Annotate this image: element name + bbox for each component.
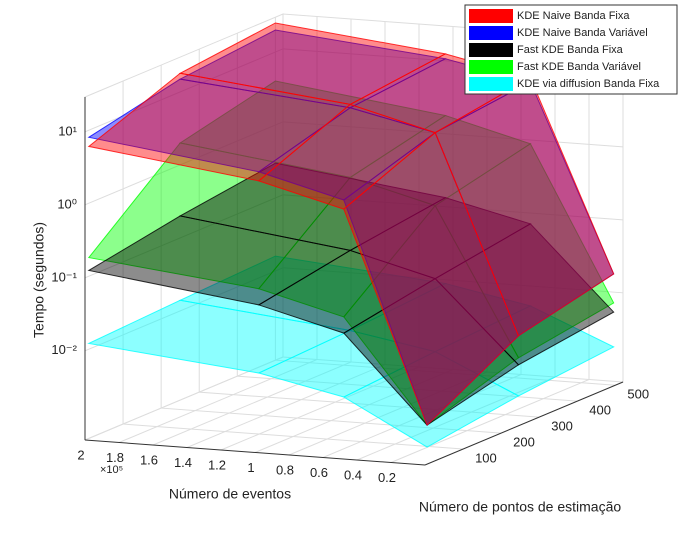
x-tick-label: 1.8 bbox=[106, 450, 124, 465]
y-tick-label: 400 bbox=[589, 403, 611, 418]
axis-line bbox=[84, 439, 426, 466]
legend-label: KDE Naive Banda Variável bbox=[517, 27, 648, 39]
grid-line bbox=[152, 19, 352, 446]
y-axis-label: Número de pontos de estimação bbox=[419, 499, 622, 515]
grid-line bbox=[274, 17, 616, 386]
x-tick-label: 1 bbox=[247, 460, 254, 475]
labels: 10⁻² 10⁻¹ 10⁰ 10¹ 0.2 0.4 0.6 0.8 1 1.2 1.4 1.6 1.8 2… bbox=[31, 123, 649, 514]
surfaces bbox=[87, 22, 615, 448]
y-tick-label: 500 bbox=[627, 387, 649, 402]
legend-swatch bbox=[469, 43, 513, 57]
grid-line bbox=[236, 33, 578, 402]
grid-line bbox=[322, 31, 522, 458]
surface-patch bbox=[87, 72, 352, 182]
legend-label: Fast KDE Banda Variável bbox=[517, 61, 641, 73]
y-tick-label: 300 bbox=[551, 419, 573, 434]
legend-label: KDE via diffusion Banda Fixa bbox=[517, 78, 660, 90]
legend-swatch bbox=[469, 77, 513, 91]
grid-line bbox=[122, 81, 464, 450]
y-tick-label: 200 bbox=[513, 435, 535, 450]
x-tick-label: 0.4 bbox=[344, 467, 362, 482]
z-tick-label: 10⁻¹ bbox=[51, 269, 77, 284]
x-tick-label: 0.2 bbox=[378, 470, 396, 485]
legend-swatch bbox=[469, 60, 513, 74]
x-tick-label: 1.4 bbox=[174, 455, 192, 470]
legend: KDE Naive Banda Fixa KDE Naive Banda Vari… bbox=[464, 4, 678, 95]
grid-line bbox=[288, 29, 488, 456]
surface-patch bbox=[87, 78, 352, 173]
surface-patch bbox=[87, 215, 352, 306]
axes bbox=[84, 13, 624, 466]
grid-line bbox=[84, 14, 284, 441]
legend-swatch bbox=[469, 26, 513, 40]
z-tick-label: 10⁰ bbox=[57, 196, 77, 211]
x-tick-label: 0.8 bbox=[276, 462, 294, 477]
surface-patch bbox=[87, 142, 352, 290]
x-tick-label: 1.2 bbox=[208, 457, 226, 472]
x-multiplier: ×10⁵ bbox=[100, 464, 123, 476]
x-tick-label: 0.6 bbox=[310, 465, 328, 480]
grid-line bbox=[390, 36, 590, 463]
grid-line bbox=[198, 49, 540, 418]
grid-line bbox=[220, 24, 420, 451]
z-tick-label: 10¹ bbox=[58, 123, 77, 138]
z-axis-label: Tempo (segundos) bbox=[31, 222, 47, 338]
grid-line bbox=[254, 26, 454, 453]
legend-swatch bbox=[469, 9, 513, 23]
x-tick-label: 1.6 bbox=[140, 452, 158, 467]
grid-line bbox=[186, 21, 386, 448]
grid-line bbox=[160, 65, 502, 434]
legend-label: KDE Naive Banda Fixa bbox=[517, 10, 630, 22]
y-tick-label: 100 bbox=[475, 450, 497, 465]
axis-line bbox=[424, 381, 624, 466]
z-tick-label: 10⁻² bbox=[51, 342, 77, 357]
x-tick-label: 2 bbox=[77, 447, 84, 462]
x-axis-label: Número de eventos bbox=[169, 486, 291, 502]
surface-patch bbox=[87, 299, 352, 374]
legend-label: Fast KDE Banda Fixa bbox=[517, 44, 624, 56]
